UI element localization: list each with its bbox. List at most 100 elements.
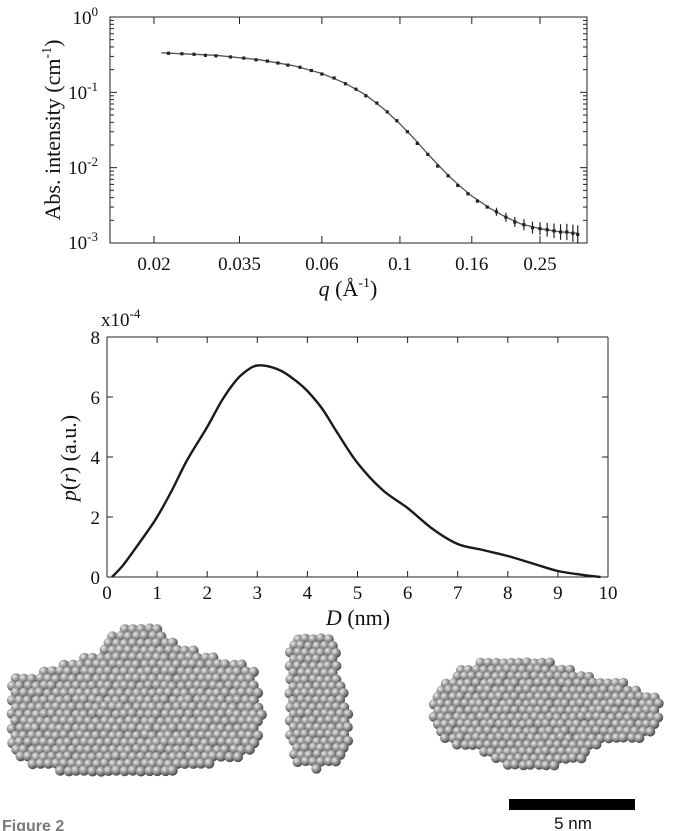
pr-xtick-label: 1: [152, 583, 162, 604]
saxs-data-point: [332, 76, 336, 80]
pr-xtick-label: 8: [503, 583, 513, 604]
saxs-panel: 100 10-1 10-2 10-3 0.02 0.035 0.06 0.1 0.16 0…: [40, 4, 588, 301]
saxs-data-point: [286, 63, 290, 67]
saxs-data-point: [530, 226, 535, 230]
bead: [208, 736, 219, 748]
bead: [127, 765, 138, 776]
saxs-data-point: [475, 199, 480, 203]
bead: [232, 751, 244, 763]
saxs-xtick-label: 0.1: [388, 254, 412, 275]
bead: [22, 751, 34, 762]
bead: [342, 722, 353, 733]
bead: [315, 633, 326, 644]
bead: [135, 766, 147, 777]
saxs-data-point: [545, 228, 549, 232]
bead: [152, 765, 163, 777]
pr-ytick-label: 8: [91, 328, 101, 349]
saxs-data-point: [309, 68, 313, 73]
bead: [630, 711, 641, 722]
bead: [224, 751, 235, 763]
saxs-data-point: [203, 53, 207, 57]
saxs-ytick-label: 10-3: [68, 229, 98, 254]
bead: [300, 756, 311, 767]
bead: [599, 726, 610, 736]
bead: [156, 743, 167, 755]
bead: [79, 736, 90, 748]
saxs-data-point: [426, 152, 430, 157]
pr-multiplier: x10-4: [101, 306, 141, 331]
bead: [576, 711, 587, 722]
bead: [244, 744, 255, 755]
bead: [119, 765, 130, 777]
bead: [15, 751, 26, 762]
bead: [533, 718, 544, 729]
saxs-ticks: [110, 16, 587, 244]
bead: [175, 736, 186, 748]
saxs-data-point: [180, 52, 184, 56]
bead: [649, 719, 660, 730]
bead: [127, 722, 138, 734]
bead: [584, 711, 595, 722]
bead: [78, 765, 90, 776]
pr-xtick-label: 0: [102, 583, 112, 604]
bead: [634, 733, 645, 744]
bead: [228, 715, 240, 726]
bead: [107, 701, 119, 712]
bead: [144, 765, 155, 777]
bead: [525, 759, 536, 770]
saxs-data-point: [485, 205, 489, 209]
bead: [111, 751, 122, 762]
bead: [614, 698, 625, 709]
saxs-data-point: [405, 130, 410, 134]
saxs-data-point: [276, 61, 280, 65]
bead: [10, 687, 22, 698]
bead: [479, 746, 490, 757]
pr-panel: 0 1 2 3 4 5 6 7 8 9 10 0 2 4 6 8 x10-4 D (nm) p(r) (a.u…: [56, 306, 618, 630]
bead: [568, 725, 579, 736]
saxs-data-point: [576, 232, 580, 237]
saxs-ytick-label: 100: [73, 4, 99, 29]
bead: [195, 758, 207, 769]
saxs-data-point: [513, 220, 517, 224]
bead: [10, 715, 21, 726]
bead: [204, 758, 215, 769]
bead: [502, 759, 513, 770]
saxs-ytick-label: 10-2: [68, 154, 98, 179]
pr-xtick-label: 5: [353, 583, 363, 604]
pr-ytick-label: 2: [91, 508, 101, 529]
bead: [568, 752, 579, 763]
bead: [645, 726, 656, 737]
saxs-fit-line: [161, 52, 578, 235]
saxs-data-point: [494, 210, 499, 214]
bead: [87, 766, 98, 777]
saxs-xtick-label: 0.16: [455, 254, 488, 275]
bead: [323, 756, 334, 767]
bead: [591, 725, 602, 736]
bead: [560, 753, 571, 764]
saxs-data-point: [228, 55, 233, 59]
bead: [541, 760, 551, 771]
bead-model-side-view: [284, 633, 354, 774]
bead: [99, 644, 111, 655]
bead: [311, 763, 322, 774]
saxs-data-point: [385, 110, 389, 114]
bead: [27, 758, 38, 770]
saxs-y-axis-title: Abs. intensity (cm-1): [40, 40, 65, 221]
pr-xtick-label: 9: [553, 583, 563, 604]
bead: [212, 715, 223, 726]
pr-ytick-label: 0: [91, 568, 101, 589]
bead: [131, 744, 143, 755]
saxs-series: [161, 51, 580, 244]
bead: [292, 757, 303, 768]
pr-ticks: 0 1 2 3 4 5 6 7 8 9 10 0 2 4 6 8: [91, 328, 618, 604]
bead: [428, 711, 439, 722]
bead: [148, 744, 159, 755]
saxs-data-point: [466, 192, 470, 196]
pr-y-axis-title: p(r) (a.u.): [56, 415, 81, 503]
bead: [588, 677, 599, 688]
bead: [179, 758, 190, 769]
bead: [330, 756, 341, 767]
pr-xtick-label: 7: [453, 583, 463, 604]
bead: [452, 739, 462, 750]
